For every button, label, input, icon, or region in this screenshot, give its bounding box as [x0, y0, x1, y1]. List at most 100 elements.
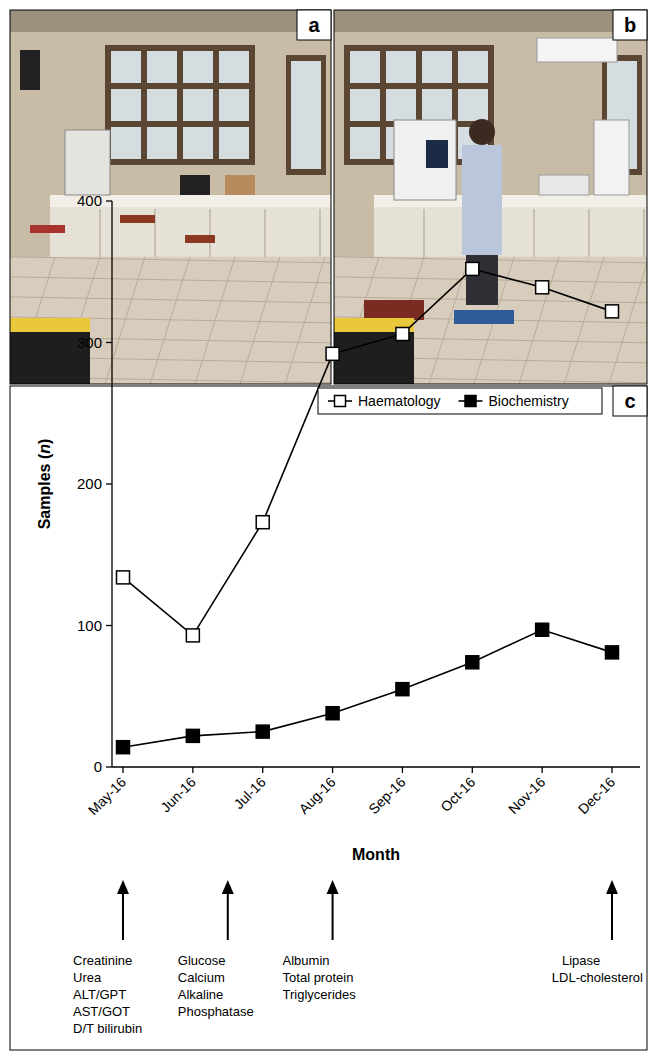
photo	[0, 10, 370, 384]
floor-tile-line	[519, 257, 559, 384]
annotation-arrow	[227, 892, 229, 940]
window-pane	[350, 127, 380, 159]
series-line	[123, 269, 612, 635]
floor-tile-line	[105, 257, 145, 384]
panel-label-box	[297, 10, 331, 40]
window-pane	[350, 51, 380, 83]
window-frame	[286, 55, 326, 175]
window-pane	[386, 89, 416, 121]
y-tick-label: 200	[77, 475, 102, 492]
x-tick	[332, 767, 333, 773]
annotation-arrow-head	[222, 880, 234, 894]
annotation-text: Creatinine	[73, 953, 132, 968]
window-pane	[111, 89, 141, 121]
data-point	[606, 646, 619, 659]
y-axis-title-part: n	[36, 444, 53, 454]
data-point	[117, 571, 130, 584]
annotation-arrow	[611, 892, 613, 940]
cabinet-line	[644, 209, 645, 257]
series-line	[123, 630, 612, 747]
window-pane	[386, 51, 416, 83]
x-tick-label: Aug-16	[295, 774, 338, 817]
chair	[30, 225, 65, 233]
window-frame	[105, 45, 255, 165]
data-point	[536, 281, 549, 294]
x-axis-line	[112, 766, 640, 767]
panel-frame	[334, 10, 647, 384]
stool	[185, 235, 215, 243]
folder	[454, 310, 514, 324]
annotation-arrow	[122, 892, 124, 940]
x-tick	[262, 767, 263, 773]
cabinet-line	[320, 209, 321, 257]
window-pane	[350, 89, 380, 121]
x-tick-label: Oct-16	[437, 774, 478, 815]
data-point	[326, 347, 339, 360]
cabinet-line	[589, 209, 590, 257]
annotation-text: Alkaline	[178, 987, 224, 1002]
photo-content	[10, 10, 331, 384]
annotation-text: Glucose	[178, 953, 226, 968]
panel-label: c	[624, 390, 635, 412]
y-tick	[106, 625, 112, 626]
window-pane	[111, 127, 141, 159]
x-tick-label: Sep-16	[365, 774, 408, 817]
legend-box	[318, 388, 602, 414]
y-tick-label: 400	[77, 192, 102, 209]
cabinet-line	[424, 209, 425, 257]
panel-frame	[10, 386, 647, 1050]
page: {"panel_labels": ["a", "b", "c"], "chart…	[0, 0, 657, 1056]
window-pane	[219, 51, 249, 83]
panel-label-box	[613, 386, 647, 416]
annotation-text: Calcium	[178, 970, 225, 985]
x-axis-title: Month	[352, 846, 400, 863]
floor-tile-line	[285, 257, 325, 384]
cabinet-line	[100, 209, 101, 257]
bin-lid	[10, 318, 90, 332]
data-point	[606, 305, 619, 318]
data-point	[326, 707, 339, 720]
floor-tile-line	[195, 257, 235, 384]
data-point	[117, 741, 130, 754]
data-point	[256, 516, 269, 529]
data-point	[396, 328, 409, 341]
person-shirt	[462, 145, 502, 255]
window-pane	[458, 51, 488, 83]
annotation-text: Albumin	[283, 953, 330, 968]
y-tick	[106, 766, 112, 767]
x-tick	[472, 767, 473, 773]
panel-label: a	[308, 14, 320, 36]
chair	[120, 215, 155, 223]
bag	[20, 50, 40, 90]
window-pane	[147, 89, 177, 121]
cabinet-line	[265, 209, 266, 257]
x-tick-label: Dec-16	[575, 774, 618, 817]
window-pane	[422, 89, 452, 121]
cabinet	[50, 207, 331, 257]
y-tick	[106, 483, 112, 484]
annotation-text: Lipase	[562, 953, 600, 968]
legend-marker	[335, 396, 346, 407]
data-point	[396, 683, 409, 696]
data-point	[536, 623, 549, 636]
photo-content	[334, 10, 647, 384]
y-tick-label: 0	[94, 758, 102, 775]
data-point	[466, 656, 479, 669]
floor-tile-line	[150, 257, 190, 384]
analyzer-screen	[426, 140, 448, 168]
floor-tile-line	[10, 297, 331, 303]
floor-tile-line	[10, 257, 331, 263]
x-tick	[611, 767, 612, 773]
ceiling	[10, 10, 331, 32]
cabinet-line	[534, 209, 535, 257]
fridge	[594, 120, 629, 195]
annotation-text: Phosphatase	[178, 1004, 254, 1019]
window-pane	[147, 127, 177, 159]
annotation-arrow-head	[606, 880, 618, 894]
x-tick	[192, 767, 193, 773]
window-pane	[219, 89, 249, 121]
window-pane	[183, 89, 213, 121]
window-pane	[111, 51, 141, 83]
cabinet	[374, 207, 647, 257]
legend: HaematologyBiochemistry	[318, 388, 602, 414]
